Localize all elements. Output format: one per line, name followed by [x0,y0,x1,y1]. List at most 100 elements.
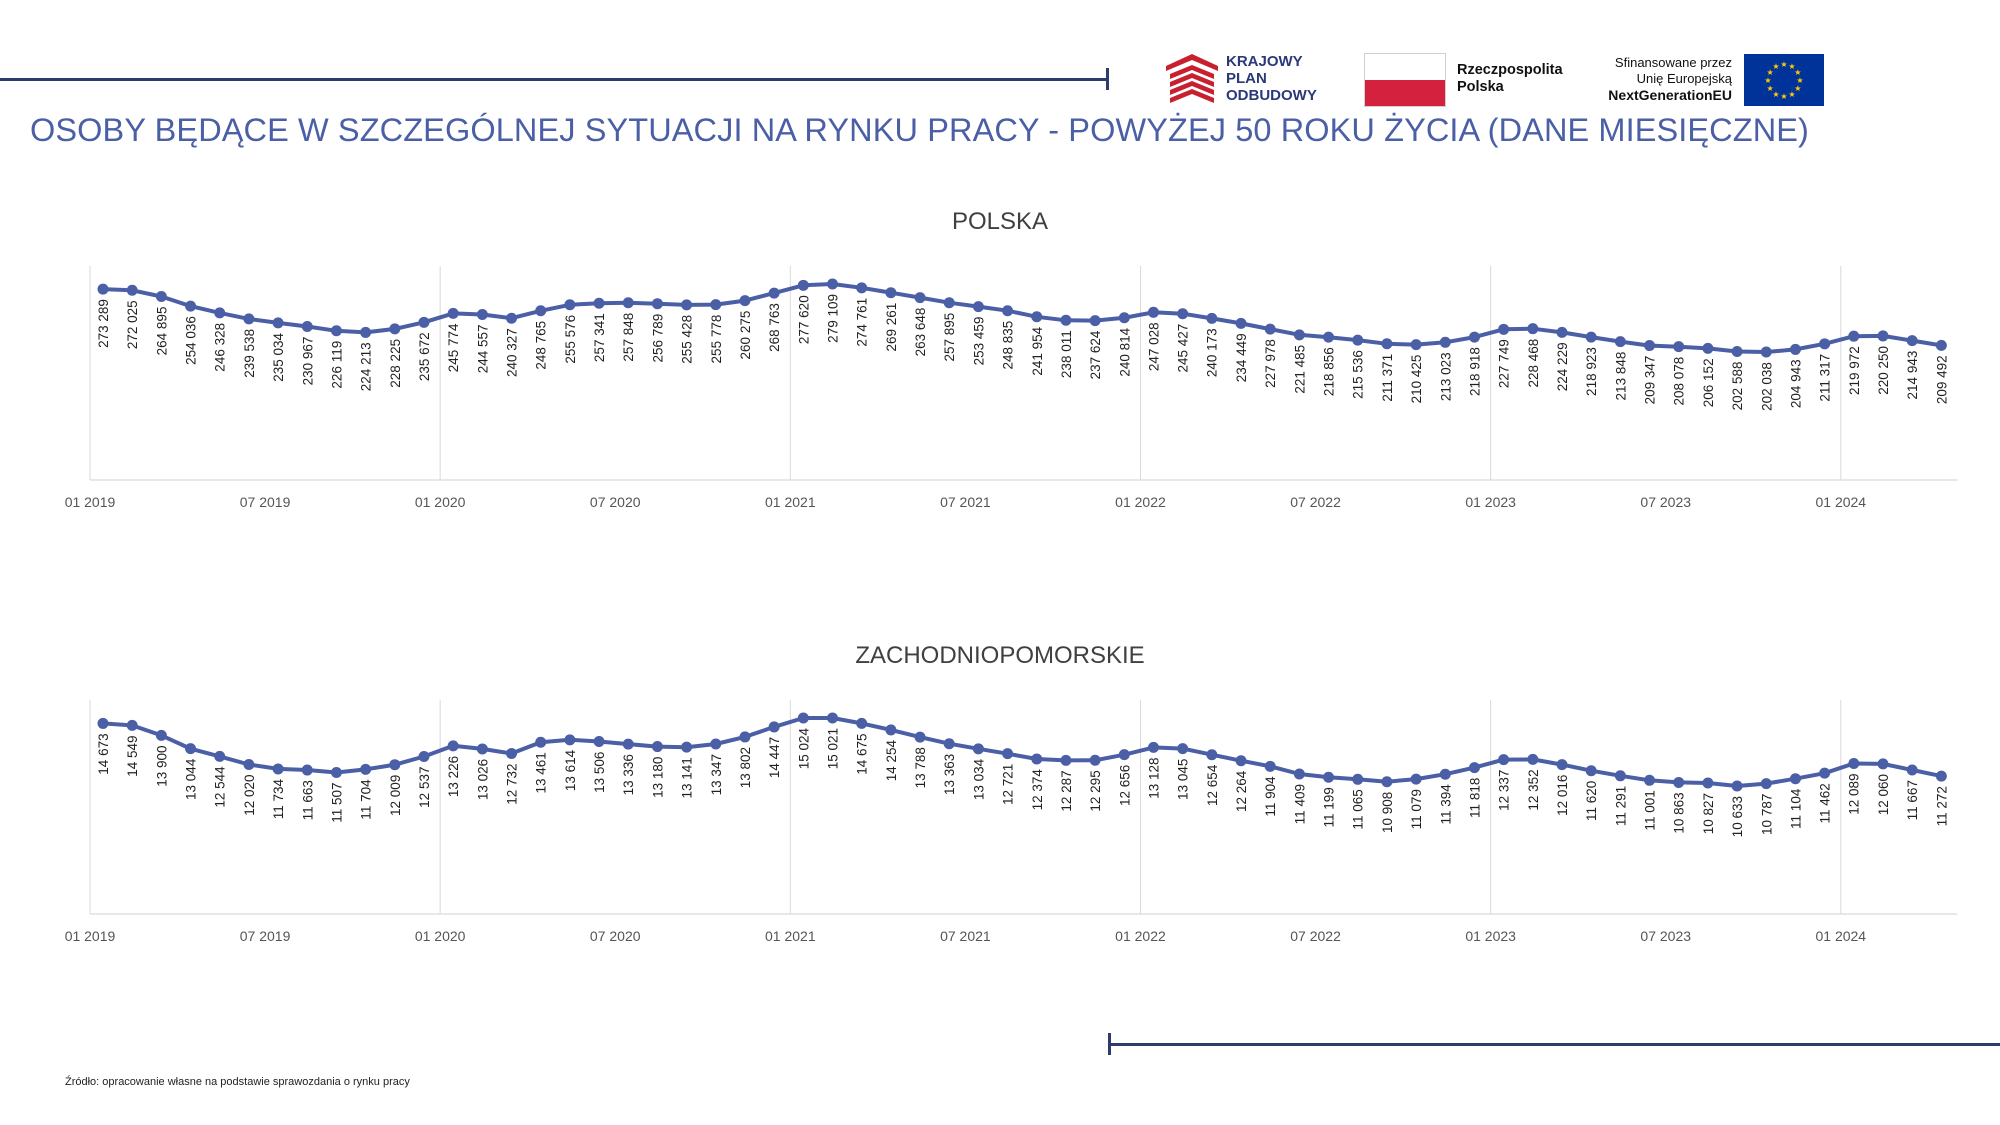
data-point [1323,771,1335,783]
data-label: 10 863 [1672,792,1687,833]
data-label: 12 264 [1234,770,1249,812]
data-point [1906,335,1918,347]
data-point [1439,336,1451,348]
data-point [1789,773,1801,785]
data-label: 255 428 [680,315,695,364]
data-point [330,325,342,337]
data-label: 11 065 [1351,789,1366,829]
data-label: 12 295 [1088,770,1103,811]
data-point [360,763,372,775]
data-point [418,316,430,328]
data-point [1819,767,1831,779]
data-point [1293,768,1305,780]
series-line [102,716,1942,788]
data-point [1935,770,1947,782]
data-point [1381,776,1393,788]
data-point [1293,329,1305,341]
eu-star-icon: ★ [1794,68,1801,77]
x-tick-label: 01 2023 [1465,928,1516,944]
data-point [710,738,722,750]
data-point [1527,323,1539,335]
data-point [1060,754,1072,766]
data-label: 15 021 [826,728,841,769]
data-point [155,729,167,741]
data-point [651,298,663,310]
data-label: 15 024 [796,727,811,769]
data-label: 235 034 [271,332,286,381]
data-label: 11 272 [1934,786,1949,826]
data-point [535,305,547,317]
data-point [389,323,401,335]
data-point [1614,336,1626,348]
data-point [1002,305,1014,317]
data-point [1644,774,1656,786]
data-point [1556,759,1568,771]
data-label: 218 923 [1584,347,1599,396]
data-label: 14 675 [855,733,870,774]
data-point [1235,755,1247,767]
chart-title-zachodniopomorskie: ZACHODNIOPOMORSKIE [855,642,1145,669]
data-label: 206 152 [1701,358,1716,407]
data-point [447,740,459,752]
bottom-rule-cap [1108,1033,1111,1055]
data-point [1177,743,1189,755]
data-label: 14 447 [767,737,782,778]
data-label: 234 449 [1234,333,1249,382]
data-label: 214 943 [1905,351,1920,400]
data-label: 213 848 [1613,352,1628,401]
data-label: 274 761 [855,298,870,347]
data-point [1439,768,1451,780]
data-point [476,308,488,320]
data-label: 245 774 [446,323,461,372]
x-tick-label: 01 2019 [65,494,116,510]
data-point [272,317,284,329]
x-tick-label: 07 2023 [1640,494,1691,510]
eu-star-icon: ★ [1767,68,1774,77]
data-label: 245 427 [1176,324,1191,373]
data-point [185,743,197,755]
x-tick-label: 01 2022 [1115,494,1166,510]
data-point [797,279,809,291]
data-point [1002,748,1014,760]
data-point [1381,338,1393,350]
x-tick-label: 01 2023 [1465,494,1516,510]
x-tick-label: 01 2021 [765,928,816,944]
data-point [827,712,838,724]
data-point [1498,323,1510,335]
data-label: 228 225 [388,339,403,388]
data-point [1848,757,1860,769]
data-label: 13 034 [971,758,986,800]
data-point [418,751,430,763]
data-point [1264,323,1276,335]
data-label: 13 045 [1176,759,1191,800]
data-point [1731,780,1743,792]
data-point [593,297,605,309]
data-label: 10 908 [1380,792,1395,833]
data-label: 12 721 [1001,764,1016,805]
data-point [1031,311,1043,323]
data-label: 209 492 [1934,355,1949,404]
data-point [1585,331,1597,343]
polish-flag-icon [1364,53,1446,107]
data-point [1819,338,1831,350]
data-label: 12 060 [1876,774,1891,815]
data-label: 248 835 [1001,321,1016,370]
data-point [943,297,955,309]
data-label: 218 856 [1322,347,1337,396]
data-label: 224 213 [359,342,374,391]
data-label: 208 078 [1672,357,1687,406]
data-label: 202 588 [1730,362,1745,411]
data-point [914,292,926,304]
data-label: 213 023 [1438,352,1453,401]
chart-polska: 01 2019 07 2019 01 2020 07 2020 01 2021 07 20… [65,266,1958,510]
x-tick-label: 01 2020 [415,494,466,510]
data-label: 277 620 [796,295,811,344]
data-label: 255 576 [563,315,578,364]
data-point [506,312,518,324]
data-point [185,300,197,312]
x-tick-label: 01 2020 [415,928,466,944]
data-point [1877,330,1889,342]
data-label: 272 025 [125,300,140,349]
data-point [1906,764,1918,776]
data-label: 257 895 [942,313,957,362]
